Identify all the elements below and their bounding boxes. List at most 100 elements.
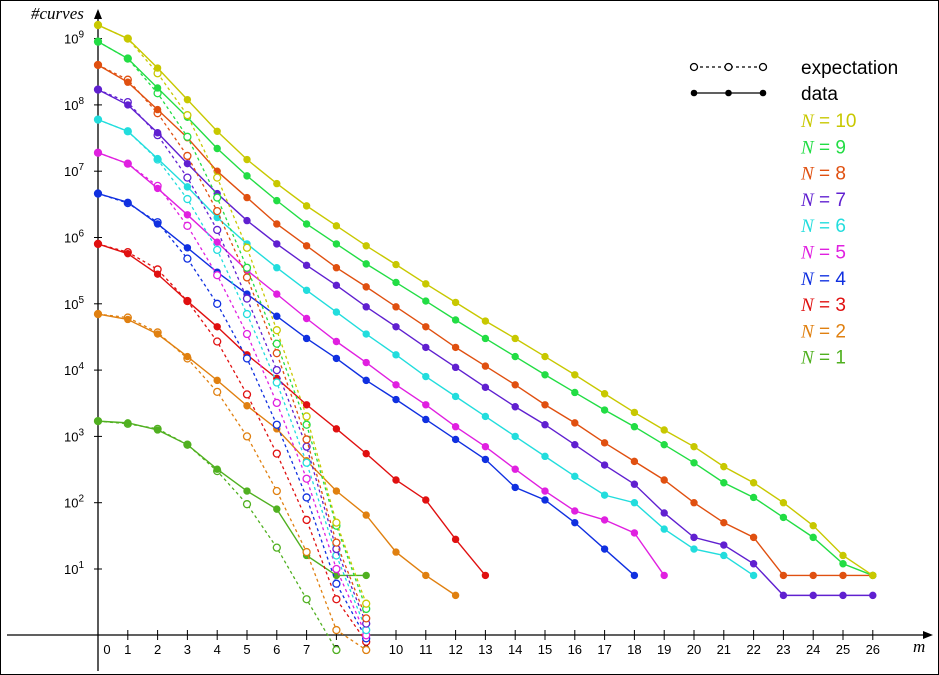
data-point: [153, 64, 162, 72]
expectation-point: [272, 378, 281, 387]
data-point: [302, 242, 311, 250]
expectation-line: [97, 119, 367, 631]
data-point: [451, 363, 460, 372]
y-tick-label: 104: [64, 361, 84, 378]
expectation-point: [272, 339, 281, 348]
data-point: [124, 198, 132, 206]
data-point: [481, 442, 490, 451]
data-point: [541, 401, 549, 409]
expectation-point: [272, 349, 281, 358]
data-point: [541, 421, 549, 429]
data-point: [124, 315, 132, 324]
expectation-point: [272, 449, 281, 458]
x-tick-label: 16: [568, 642, 582, 657]
y-tick-label: 103: [64, 427, 84, 444]
series-N-6: [93, 115, 758, 635]
data-point: [332, 308, 341, 316]
expectation-point: [242, 329, 252, 339]
expectation-point: [242, 500, 252, 509]
series-N-7: [93, 85, 877, 628]
legend-series-label: N = 7: [800, 190, 846, 211]
x-tick-label: 12: [448, 642, 462, 657]
data-point: [660, 426, 668, 434]
data-point: [422, 496, 430, 504]
expectation-line: [97, 313, 367, 651]
data-point: [213, 238, 221, 246]
expectation-point: [302, 595, 311, 604]
data-point: [362, 358, 370, 367]
y-tick-label: 105: [64, 295, 84, 312]
expectation-point: [183, 194, 192, 204]
expectation-line: [97, 420, 337, 651]
data-point: [94, 240, 102, 248]
expectation-point: [213, 271, 222, 280]
data-point: [153, 129, 162, 137]
data-point: [600, 545, 609, 553]
legend-filled-marker: [759, 89, 767, 97]
data-point: [422, 372, 430, 381]
data-point: [153, 84, 162, 92]
data-point: [690, 459, 698, 467]
data-point: [779, 571, 788, 580]
data-point: [243, 487, 251, 495]
data-point: [869, 571, 877, 580]
data-point: [451, 392, 460, 401]
data-line: [97, 243, 486, 576]
legend-open-marker: [724, 62, 733, 72]
data-point: [720, 518, 728, 527]
data-point: [720, 541, 728, 549]
data-point: [392, 395, 400, 404]
expectation-point: [332, 579, 341, 588]
series-N-2: [93, 309, 460, 655]
x-tick-label: 7: [303, 642, 310, 657]
data-point: [124, 78, 132, 86]
legend: expectation data N = 10 N = 9 N = 8 N = 7 N = …: [689, 58, 898, 369]
data-point: [481, 317, 490, 325]
data-point: [481, 383, 490, 392]
expectation-point: [362, 645, 371, 655]
data-point: [660, 525, 668, 533]
data-point: [124, 54, 132, 63]
data-point: [392, 351, 400, 359]
expectation-point: [302, 547, 311, 557]
data-point: [720, 462, 728, 471]
data-point: [511, 432, 519, 441]
data-point: [511, 403, 519, 411]
x-tick-label: 0: [103, 642, 110, 657]
x-tick-label: 10: [389, 642, 403, 657]
expectation-point: [362, 614, 371, 623]
data-point: [839, 571, 847, 580]
expectation-point: [302, 435, 311, 444]
expectation-point: [183, 173, 192, 182]
expectation-point: [242, 294, 252, 303]
legend-series-label: N = 10: [800, 111, 856, 132]
expectation-line: [97, 89, 367, 624]
expectation-point: [272, 543, 281, 552]
expectation-point: [272, 486, 281, 496]
expectation-point: [302, 412, 311, 421]
expectation-point: [242, 390, 252, 399]
data-point: [124, 34, 132, 43]
data-point: [720, 551, 728, 560]
data-point: [94, 310, 102, 318]
data-point: [422, 343, 430, 352]
x-tick-label: 5: [243, 642, 250, 657]
data-point: [630, 480, 639, 488]
data-point: [690, 533, 698, 542]
data-point: [213, 376, 221, 385]
data-point: [451, 343, 460, 352]
y-axis-label: #curves: [31, 4, 84, 23]
plot-area: [93, 20, 877, 655]
data-point: [302, 314, 311, 323]
data-point: [541, 371, 549, 379]
data-point: [124, 159, 132, 168]
data-point: [273, 220, 281, 228]
expectation-point: [183, 111, 192, 120]
legend-style-dotted: expectation: [689, 58, 898, 79]
data-point: [273, 290, 281, 298]
data-point: [124, 249, 132, 258]
data-point: [571, 472, 579, 481]
expectation-point: [332, 538, 341, 547]
data-point: [332, 354, 341, 363]
x-tick-label: 26: [866, 642, 880, 657]
